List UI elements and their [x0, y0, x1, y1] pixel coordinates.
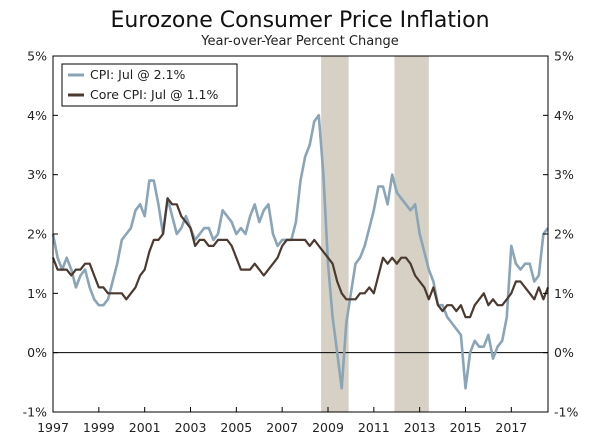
- y-tick-label-left: 3%: [27, 167, 47, 182]
- y-tick-label-right: 2%: [554, 227, 574, 242]
- y-tick-label-right: 0%: [554, 345, 574, 360]
- y-tick-label-right: 3%: [554, 167, 574, 182]
- series-lines: [51, 114, 550, 390]
- chart-subtitle: Year-over-Year Percent Change: [200, 34, 398, 49]
- y-tick-label-right: 4%: [554, 108, 574, 123]
- recession-band: [394, 56, 429, 412]
- x-tick-label: 2017: [495, 420, 527, 435]
- legend-label-core-cpi: Core CPI: Jul @ 1.1%: [90, 87, 218, 102]
- x-tick-label: 2005: [220, 420, 252, 435]
- y-tick-label-left: 4%: [27, 108, 47, 123]
- y-tick-label-right: 1%: [554, 286, 574, 301]
- y-tick-label-left: 1%: [27, 286, 47, 301]
- x-tick-label: 2015: [450, 420, 482, 435]
- x-tick-label: 2011: [358, 420, 390, 435]
- x-tick-label: 2001: [129, 420, 161, 435]
- x-tick-label: 2013: [404, 420, 436, 435]
- legend-box: [61, 63, 238, 107]
- y-tick-label-left: 0%: [27, 345, 47, 360]
- y-tick-label-right: 5%: [554, 49, 574, 64]
- axis-ticks: -1% -1% 0% 0% 1% 1% 2% 2% 3% 3% 4% 4% 5% 5% 1997 1999 20…: [23, 49, 579, 436]
- x-tick-label: 1997: [37, 420, 69, 435]
- y-tick-label-left: 5%: [27, 49, 47, 64]
- y-tick-label-left: 2%: [27, 227, 47, 242]
- y-tick-label-right: -1%: [554, 405, 578, 420]
- legend: CPI: Jul @ 2.1% Core CPI: Jul @ 1.1%: [61, 63, 238, 107]
- x-tick-label: 2007: [266, 420, 298, 435]
- x-tick-label: 2003: [175, 420, 207, 435]
- legend-label-cpi: CPI: Jul @ 2.1%: [90, 67, 186, 82]
- x-tick-label: 1999: [83, 420, 115, 435]
- series-line-core-cpi: [51, 197, 550, 319]
- x-tick-label: 2009: [312, 420, 344, 435]
- series-line-cpi: [51, 114, 550, 390]
- chart-title: Eurozone Consumer Price Inflation: [110, 8, 489, 33]
- y-tick-label-left: -1%: [23, 405, 47, 420]
